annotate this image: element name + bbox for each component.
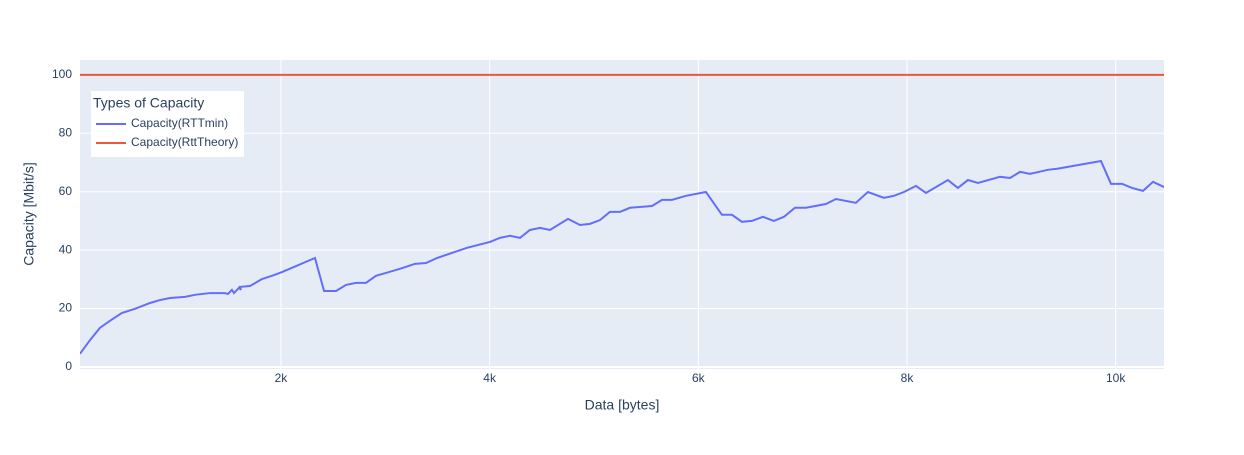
legend-label[interactable]: Capacity(RttTheory) — [131, 135, 238, 149]
plot-lines — [80, 73, 1164, 355]
y-axis-title: Capacity [Mbit/s] — [21, 162, 37, 265]
legend-title: Types of Capacity — [93, 95, 204, 111]
x-tick-label: 6k — [692, 371, 706, 385]
legend-label[interactable]: Capacity(RTTmin) — [131, 116, 228, 130]
legend: Types of Capacity Capacity(RTTmin) Capaci… — [91, 91, 244, 157]
data-line — [80, 159, 1164, 355]
plot-area — [80, 60, 1164, 369]
y-tick-label: 60 — [59, 184, 73, 198]
x-tick-label: 4k — [483, 371, 497, 385]
grid — [80, 60, 1164, 369]
x-tick-label: 10k — [1106, 371, 1126, 385]
y-tick-label: 80 — [59, 125, 73, 139]
x-tick-label: 2k — [275, 371, 289, 385]
x-axis-title: Data [bytes] — [585, 397, 660, 413]
x-tick-label: 8k — [901, 371, 915, 385]
y-tick-label: 0 — [65, 359, 72, 373]
y-tick-label: 40 — [59, 242, 73, 256]
y-tick-label: 20 — [59, 301, 73, 315]
y-tick-label: 100 — [52, 67, 72, 81]
